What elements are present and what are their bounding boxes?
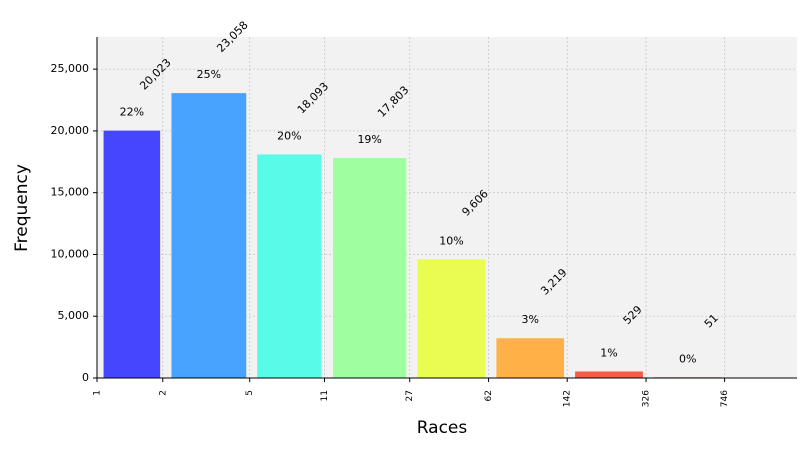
y-tick-label: 0 <box>82 371 89 384</box>
percentage-label: 10% <box>439 234 463 247</box>
percentage-label: 19% <box>357 133 381 146</box>
bar <box>171 93 247 379</box>
y-tick-label: 5,000 <box>58 309 90 322</box>
x-tick-label: 5 <box>245 390 255 396</box>
bar <box>257 154 322 378</box>
y-tick-label: 10,000 <box>51 247 90 260</box>
x-tick-label: 11 <box>320 390 330 401</box>
x-tick-label: 746 <box>720 390 730 407</box>
y-tick-label: 20,000 <box>51 124 90 137</box>
percentage-label: 22% <box>120 106 144 119</box>
y-axis-label: Frequency <box>12 164 32 252</box>
bar <box>496 338 565 378</box>
bar <box>417 259 486 378</box>
bar <box>103 130 161 378</box>
percentage-label: 1% <box>600 346 617 359</box>
bar <box>575 371 643 378</box>
y-tick-label: 15,000 <box>51 186 90 199</box>
x-axis-label: Races <box>417 418 468 438</box>
x-tick-label: 326 <box>642 390 652 407</box>
percentage-label: 3% <box>522 313 539 326</box>
x-tick-label: 142 <box>563 390 573 407</box>
y-tick-label: 25,000 <box>51 62 90 75</box>
x-tick-label: 27 <box>405 390 415 401</box>
x-tick-label: 1 <box>93 390 103 396</box>
x-tick-label: 62 <box>484 390 494 401</box>
bar <box>333 158 407 378</box>
percentage-label: 20% <box>277 129 301 142</box>
x-tick-label: 2 <box>158 390 168 396</box>
percentage-label: 25% <box>197 68 221 81</box>
percentage-label: 0% <box>679 352 696 365</box>
